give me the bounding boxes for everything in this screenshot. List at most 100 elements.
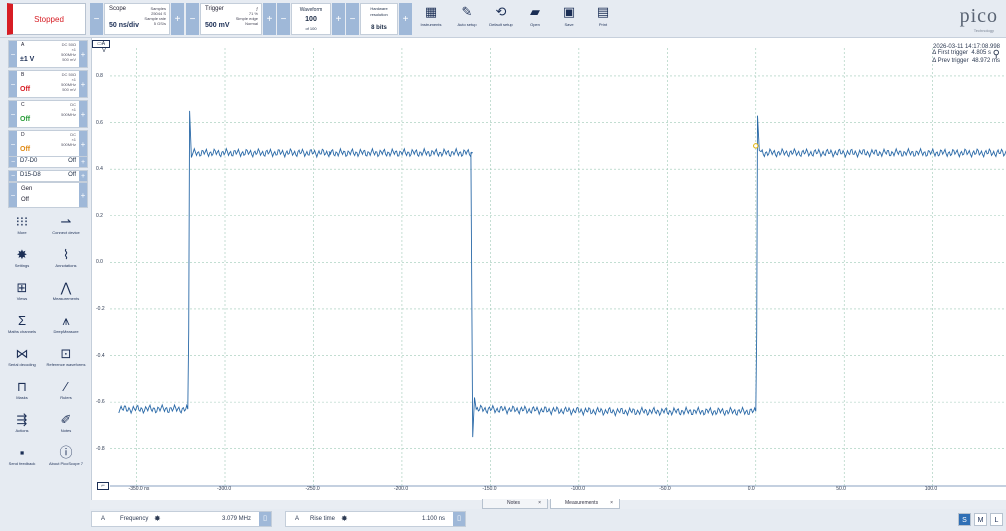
- channel-a-control[interactable]: − A ±1 V DC 50Ω ×1 500MHz 500 mV +: [8, 40, 88, 68]
- prev-trigger-value: 48.972 ms: [971, 58, 1000, 64]
- zoom-search-icon[interactable]: ⚲: [992, 49, 1000, 60]
- scope-view[interactable]: 0.8 0.6 0.4 0.2 0.0 -0.2 -0.4 -0.6 -0.8 -350.0 n…: [91, 38, 1006, 500]
- size-m-button[interactable]: M: [974, 513, 987, 526]
- close-icon[interactable]: ×: [610, 500, 613, 506]
- first-trigger-value: 4.805 s: [971, 50, 991, 56]
- digital-d7-d0-control[interactable]: − D7-D0 Off +: [8, 156, 88, 168]
- resolution-decrease-button[interactable]: −: [346, 3, 359, 35]
- left-tool-reference-waveforms[interactable]: ⊡ Reference waveforms: [44, 346, 88, 367]
- gear-icon[interactable]: ✸: [341, 514, 348, 523]
- trigger-decrease-button[interactable]: −: [186, 3, 199, 35]
- size-s-button[interactable]: S: [958, 513, 971, 526]
- channel-range-increase-button[interactable]: +: [79, 71, 87, 97]
- run-state-label: Stopped: [34, 14, 64, 24]
- left-tool-label: Annotations: [55, 263, 77, 268]
- size-l-button[interactable]: L: [990, 513, 1003, 526]
- resolution-increase-button[interactable]: +: [399, 3, 412, 35]
- trigger-marker[interactable]: [753, 143, 759, 149]
- channel-a-axis-tag[interactable]: ▭A: [92, 40, 110, 48]
- toolbar-folder-button[interactable]: ▰ Open: [517, 4, 553, 36]
- waveform-selector[interactable]: Waveform 100 of 100: [291, 3, 331, 35]
- trigger-level-value: 500 mV: [205, 22, 230, 29]
- measurements-icon: ⋀: [60, 280, 72, 295]
- channel-range-decrease-button[interactable]: −: [9, 41, 17, 67]
- channel-name: A: [21, 42, 25, 48]
- channel-range-increase-button[interactable]: +: [79, 131, 87, 157]
- left-tool-more-grid[interactable]: ⁝⁝⁝ More: [0, 214, 44, 235]
- more-grid-icon: ⁝⁝⁝: [15, 214, 29, 229]
- toolbar-instruments-button[interactable]: ▦ Instruments: [413, 4, 449, 36]
- channel-info: DC ×1 500MHz: [61, 132, 76, 147]
- channel-b-control[interactable]: − B Off DC 50Ω ×1 500MHz 500 mV +: [8, 70, 88, 98]
- ruler-icon: ⁄: [64, 379, 68, 394]
- auto-setup-icon: ✎: [461, 4, 473, 19]
- tool-label: Print: [598, 22, 608, 27]
- left-tool-annotations[interactable]: ⌇ Annotations: [44, 247, 88, 268]
- left-tool-usb[interactable]: ⇀ Connect device: [44, 214, 88, 235]
- close-icon[interactable]: ×: [538, 500, 541, 506]
- left-tool-masks[interactable]: ⊓ Masks: [0, 379, 44, 400]
- waveform-plot[interactable]: [92, 38, 1006, 500]
- tab-notes[interactable]: Notes ×: [482, 499, 548, 509]
- left-tool-sigma[interactable]: Σ Maths channels: [0, 313, 44, 334]
- left-tool-actions[interactable]: ⇶ Actions: [0, 412, 44, 433]
- channel-info3: 500MHz: [61, 82, 76, 87]
- left-tool-info[interactable]: ⓘ About PicoScope 7: [44, 445, 88, 466]
- sigma-icon: Σ: [17, 313, 27, 328]
- toolbar-save-button[interactable]: ▣ Save: [551, 4, 587, 36]
- settings-gear-icon: ✸: [16, 247, 28, 262]
- left-tool-serial-decoding[interactable]: ⋈ Serial decoding: [0, 346, 44, 367]
- masks-icon: ⊓: [16, 379, 28, 394]
- digital-increase-button[interactable]: +: [79, 171, 87, 181]
- channel-range-increase-button[interactable]: +: [79, 41, 87, 67]
- measurements-bar: A Frequency ✸ 3.079 MHz ▯ A Rise time ✸ …: [0, 509, 1006, 531]
- left-tool-views[interactable]: ⊞ Views: [0, 280, 44, 301]
- trigger-increase-button[interactable]: +: [263, 3, 276, 35]
- toolbar-auto-setup-button[interactable]: ✎ Auto setup: [449, 4, 485, 36]
- x-tick-label: -200.0: [393, 486, 409, 492]
- measurement-row-frequency[interactable]: A Frequency ✸ 3.079 MHz ▯: [91, 511, 272, 527]
- toolbar-default-setup-button[interactable]: ⟲ Default setup: [483, 4, 519, 36]
- gen-increase-button[interactable]: +: [79, 183, 87, 207]
- left-tool-notes[interactable]: ✐ Notes: [44, 412, 88, 433]
- timeline-start-marker[interactable]: ⌐: [97, 482, 109, 490]
- delete-icon[interactable]: ▯: [453, 512, 465, 526]
- timebase-decrease-button[interactable]: −: [90, 3, 103, 35]
- run-stop-button[interactable]: Stopped: [7, 3, 86, 35]
- left-tool-measurements[interactable]: ⋀ Measurements: [44, 280, 88, 301]
- gen-name: Gen: [21, 186, 33, 192]
- reference-waveforms-icon: ⊡: [60, 346, 72, 361]
- digital-decrease-button[interactable]: −: [9, 171, 17, 181]
- signal-generator-control[interactable]: − Gen Off +: [8, 182, 88, 208]
- digital-decrease-button[interactable]: −: [9, 157, 17, 167]
- left-tool-ruler[interactable]: ⁄ Rulers: [44, 379, 88, 400]
- toolbar-print-button[interactable]: ▤ Print: [585, 4, 621, 36]
- trigger-control[interactable]: Trigger 500 mV ⨍ 71 % Simple edge Normal: [200, 3, 262, 35]
- gear-icon[interactable]: ✸: [154, 514, 161, 523]
- channel-d-control[interactable]: − D Off DC ×1 500MHz +: [8, 130, 88, 158]
- left-tool-feedback[interactable]: ▪ Send feedback: [0, 445, 44, 466]
- channel-info3: 500MHz: [61, 142, 76, 147]
- hardware-resolution-value: 8 bits: [371, 25, 387, 31]
- delete-icon[interactable]: ▯: [259, 512, 271, 526]
- channel-range-decrease-button[interactable]: −: [9, 131, 17, 157]
- channel-info2: ×1: [71, 107, 76, 112]
- hardware-resolution-control[interactable]: Hardware resolution 8 bits: [360, 3, 398, 35]
- left-tool-deepmeasure[interactable]: ⩚ DeepMeasure: [44, 313, 88, 334]
- scope-timebase-control[interactable]: Scope 50 ns/div Samples 25044 S Sample r…: [104, 3, 170, 35]
- timebase-increase-button[interactable]: +: [171, 3, 184, 35]
- waveform-decrease-button[interactable]: −: [277, 3, 290, 35]
- left-tool-settings-gear[interactable]: ✸ Settings: [0, 247, 44, 268]
- measurement-row-rise-time[interactable]: A Rise time ✸ 1.100 ns ▯: [285, 511, 466, 527]
- channel-range-increase-button[interactable]: +: [79, 101, 87, 127]
- digital-increase-button[interactable]: +: [79, 157, 87, 167]
- channel-range-decrease-button[interactable]: −: [9, 71, 17, 97]
- channel-range-decrease-button[interactable]: −: [9, 101, 17, 127]
- gen-decrease-button[interactable]: −: [9, 183, 17, 207]
- digital-d15-d8-control[interactable]: − D15-D8 Off +: [8, 170, 88, 182]
- tab-measurements[interactable]: Measurements ×: [550, 499, 620, 509]
- left-tool-label: Serial decoding: [8, 362, 36, 367]
- waveform-increase-button[interactable]: +: [332, 3, 345, 35]
- trigger-timestamp: 2026-03-11 14:17:08.998: [933, 44, 1000, 50]
- channel-c-control[interactable]: − C Off DC ×1 500MHz +: [8, 100, 88, 128]
